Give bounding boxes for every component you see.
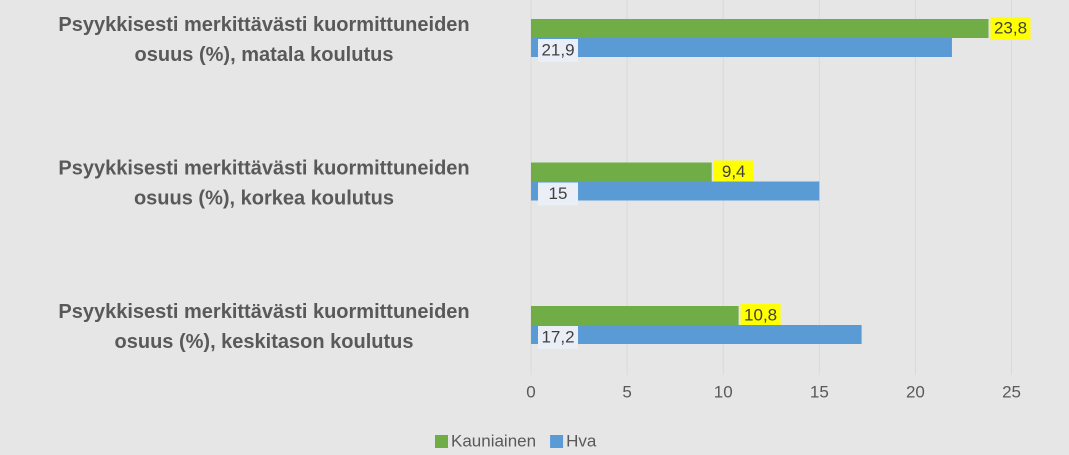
value-label-bg [713,160,754,184]
bar [531,325,862,344]
y-tick-label: Psyykkisesti merkittävästi kuormittuneid… [58,158,469,210]
bar [531,181,820,201]
bar [531,162,712,182]
value-label: 21,9 [541,40,574,59]
value-label-bg [740,304,781,327]
value-label: 17,2 [541,327,574,346]
bar [531,306,739,325]
value-label-bg [990,17,1031,40]
x-tick-label: 10 [714,382,733,401]
value-label-bg [538,39,578,62]
x-tick-label: 5 [622,382,631,401]
y-tick-label: Psyykkisesti merkittävästi kuormittuneid… [58,14,469,66]
legend-swatch [550,435,564,448]
value-label: 10,8 [744,305,777,324]
x-tick-label: 25 [1002,382,1021,401]
bar [531,19,989,38]
y-tick-label: Psyykkisesti merkittävästi kuormittuneid… [58,301,469,353]
x-tick-label: 15 [810,382,829,401]
value-label: 23,8 [994,18,1027,37]
x-tick-label: 20 [906,382,925,401]
value-label: 15 [549,184,568,203]
legend-label: Hva [566,431,597,450]
legend-label: Kauniainen [451,431,536,450]
bar [531,38,952,57]
x-tick-label: 0 [526,382,535,401]
value-label-bg [538,326,578,349]
value-label: 9,4 [722,162,746,181]
legend-swatch [435,435,448,448]
value-label-bg [538,182,578,206]
